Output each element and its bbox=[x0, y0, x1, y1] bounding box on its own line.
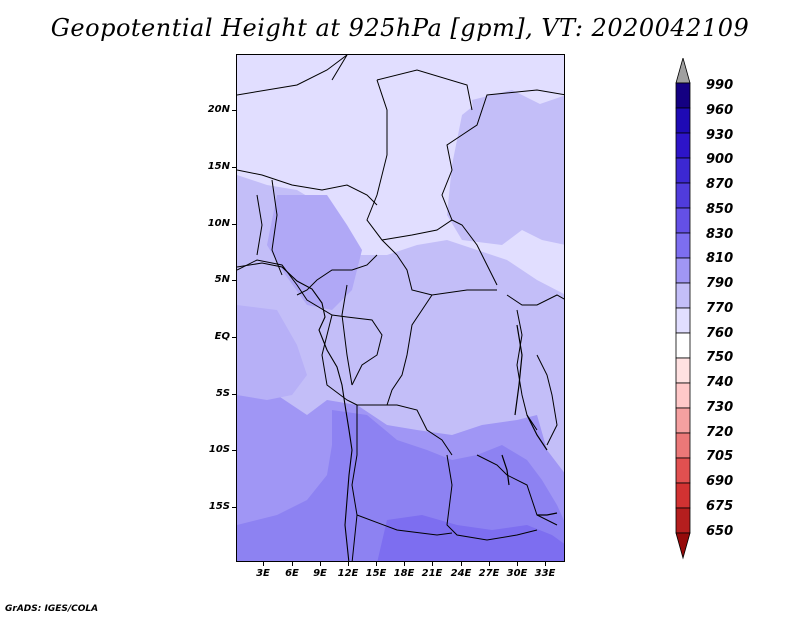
colorbar-segment bbox=[675, 82, 691, 109]
colorbar-segment bbox=[675, 407, 691, 434]
chart-title: Geopotential Height at 925hPa [gpm], VT:… bbox=[50, 14, 750, 42]
colorbar-label: 720 bbox=[706, 425, 734, 440]
colorbar-segment bbox=[675, 232, 691, 259]
lat-label: 10N bbox=[207, 218, 230, 229]
field-region-sahara bbox=[237, 55, 564, 294]
lon-tick bbox=[404, 562, 405, 566]
lat-label: 15N bbox=[207, 161, 230, 172]
field-region-west bbox=[267, 195, 362, 310]
lakes bbox=[501, 324, 558, 516]
lon-label: 21E bbox=[421, 568, 443, 579]
lon-tick bbox=[461, 562, 462, 566]
lat-tick bbox=[232, 167, 236, 168]
lon-tick bbox=[489, 562, 490, 566]
colorbar-label: 830 bbox=[706, 227, 734, 242]
lon-tick bbox=[348, 562, 349, 566]
colorbar-segment bbox=[675, 357, 691, 384]
geopotential-field bbox=[237, 55, 564, 561]
lon-label: 12E bbox=[337, 568, 359, 579]
lat-label: EQ bbox=[214, 331, 230, 342]
colorbar-label: 740 bbox=[706, 375, 734, 390]
colorbar-segment bbox=[675, 457, 691, 484]
colorbar-label: 750 bbox=[706, 350, 734, 365]
lon-tick bbox=[517, 562, 518, 566]
colorbar-label: 930 bbox=[706, 128, 734, 143]
colorbar-label: 810 bbox=[706, 251, 734, 266]
colorbar-label: 870 bbox=[706, 177, 734, 192]
lon-label: 6E bbox=[285, 568, 299, 579]
lat-tick bbox=[232, 507, 236, 508]
colorbar-label: 770 bbox=[706, 301, 734, 316]
lon-label: 33E bbox=[534, 568, 556, 579]
colorbar-segment bbox=[675, 332, 691, 359]
lat-label: 10S bbox=[208, 444, 230, 455]
lat-tick bbox=[232, 337, 236, 338]
lon-tick bbox=[432, 562, 433, 566]
lon-label: 15E bbox=[365, 568, 387, 579]
colorbar-segment bbox=[675, 58, 691, 84]
colorbar-label: 960 bbox=[706, 103, 734, 118]
lon-label: 24E bbox=[450, 568, 472, 579]
colorbar-label: 650 bbox=[706, 524, 734, 539]
field-region-south bbox=[377, 515, 564, 561]
lat-tick bbox=[232, 224, 236, 225]
lon-tick bbox=[545, 562, 546, 566]
colorbar-segment bbox=[675, 507, 691, 534]
lat-tick bbox=[232, 280, 236, 281]
lon-label: 18E bbox=[393, 568, 415, 579]
colorbar-label: 730 bbox=[706, 400, 734, 415]
lat-label: 5S bbox=[215, 388, 230, 399]
lon-label: 9E bbox=[313, 568, 327, 579]
colorbar-segment bbox=[675, 382, 691, 409]
colorbar-label: 900 bbox=[706, 152, 734, 167]
colorbar-label: 705 bbox=[706, 449, 734, 464]
field-region-sw-coast bbox=[237, 305, 307, 400]
lon-tick bbox=[263, 562, 264, 566]
field-region-zambia bbox=[237, 410, 564, 561]
map-plot-area bbox=[236, 54, 565, 562]
lat-label: 20N bbox=[207, 104, 230, 115]
coastline bbox=[237, 262, 353, 561]
lon-label: 27E bbox=[478, 568, 500, 579]
field-region-sudan bbox=[472, 90, 564, 225]
colorbar-label: 675 bbox=[706, 499, 734, 514]
colorbar-label: 690 bbox=[706, 474, 734, 489]
colorbar-segment bbox=[675, 532, 691, 560]
credit-label: GrADS: IGES/COLA bbox=[5, 604, 99, 614]
lat-label: 15S bbox=[208, 501, 230, 512]
lon-tick bbox=[376, 562, 377, 566]
colorbar-segment bbox=[675, 207, 691, 234]
colorbar-segment bbox=[675, 107, 691, 134]
colorbar-label: 850 bbox=[706, 202, 734, 217]
colorbar bbox=[675, 58, 691, 560]
colorbar-segment bbox=[675, 282, 691, 309]
lon-tick bbox=[292, 562, 293, 566]
colorbar-segment bbox=[675, 482, 691, 509]
colorbar-segment bbox=[675, 432, 691, 459]
lat-tick bbox=[232, 394, 236, 395]
colorbar-label: 790 bbox=[706, 276, 734, 291]
colorbar-segment bbox=[675, 182, 691, 209]
colorbar-segment bbox=[675, 157, 691, 184]
lat-label: 5N bbox=[214, 274, 230, 285]
colorbar-segment bbox=[675, 132, 691, 159]
field-region-light-ne bbox=[417, 60, 472, 100]
colorbar-segment bbox=[675, 257, 691, 284]
lat-tick bbox=[232, 450, 236, 451]
lon-tick bbox=[320, 562, 321, 566]
lat-tick bbox=[232, 110, 236, 111]
colorbar-label: 990 bbox=[706, 78, 734, 93]
lon-label: 30E bbox=[506, 568, 528, 579]
colorbar-segment bbox=[675, 307, 691, 334]
country-borders bbox=[237, 55, 564, 561]
colorbar-label: 760 bbox=[706, 326, 734, 341]
lon-label: 3E bbox=[256, 568, 270, 579]
